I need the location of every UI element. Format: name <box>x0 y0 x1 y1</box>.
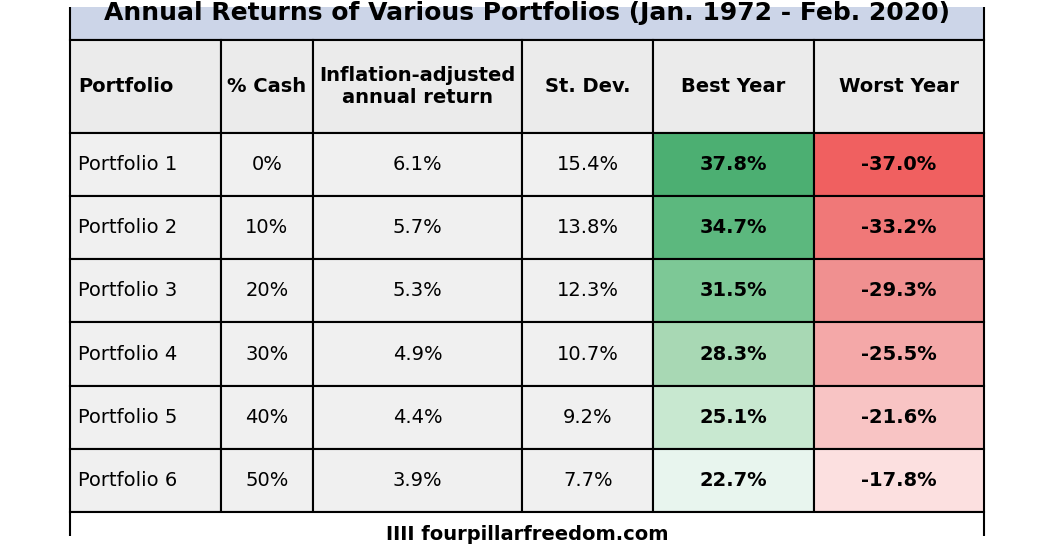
Text: 22.7%: 22.7% <box>700 471 767 490</box>
Bar <box>70 133 220 196</box>
Bar <box>522 449 653 512</box>
Text: -33.2%: -33.2% <box>861 218 937 237</box>
Text: -29.3%: -29.3% <box>861 281 937 300</box>
Text: 9.2%: 9.2% <box>563 408 612 427</box>
Text: 3.9%: 3.9% <box>393 471 443 490</box>
Text: 12.3%: 12.3% <box>557 281 619 300</box>
Text: Portfolio 1: Portfolio 1 <box>78 155 177 174</box>
Bar <box>70 259 220 323</box>
Text: -25.5%: -25.5% <box>861 344 937 363</box>
Text: 25.1%: 25.1% <box>700 408 767 427</box>
Bar <box>653 323 814 386</box>
Bar <box>814 133 984 196</box>
Text: Portfolio: Portfolio <box>78 77 173 96</box>
Bar <box>220 196 313 259</box>
Text: Worst Year: Worst Year <box>839 77 959 96</box>
Bar <box>814 259 984 323</box>
Bar <box>313 449 522 512</box>
Text: Portfolio 5: Portfolio 5 <box>78 408 177 427</box>
Bar <box>70 40 220 133</box>
Bar <box>522 386 653 449</box>
Bar <box>220 40 313 133</box>
Text: 50%: 50% <box>246 471 289 490</box>
Bar <box>70 196 220 259</box>
Text: 0%: 0% <box>252 155 282 174</box>
Bar <box>313 259 522 323</box>
Bar <box>522 323 653 386</box>
Text: 28.3%: 28.3% <box>700 344 767 363</box>
Text: 6.1%: 6.1% <box>393 155 443 174</box>
Text: St. Dev.: St. Dev. <box>545 77 630 96</box>
Bar <box>313 40 522 133</box>
Text: 10%: 10% <box>246 218 289 237</box>
Text: 40%: 40% <box>246 408 289 427</box>
Bar <box>220 323 313 386</box>
Text: Annual Returns of Various Portfolios (Jan. 1972 - Feb. 2020): Annual Returns of Various Portfolios (Ja… <box>104 2 950 26</box>
Bar <box>814 40 984 133</box>
Bar <box>653 196 814 259</box>
Text: 37.8%: 37.8% <box>700 155 767 174</box>
Text: 7.7%: 7.7% <box>563 471 612 490</box>
Text: 10.7%: 10.7% <box>557 344 619 363</box>
Bar <box>522 133 653 196</box>
Bar <box>522 259 653 323</box>
Text: Best Year: Best Year <box>682 77 785 96</box>
Bar <box>653 133 814 196</box>
Bar <box>220 386 313 449</box>
Bar <box>70 323 220 386</box>
Text: 34.7%: 34.7% <box>700 218 767 237</box>
Bar <box>70 449 220 512</box>
Text: -37.0%: -37.0% <box>861 155 937 174</box>
Text: Portfolio 2: Portfolio 2 <box>78 218 177 237</box>
Bar <box>522 196 653 259</box>
Bar <box>653 259 814 323</box>
Bar <box>313 386 522 449</box>
Text: Inflation-adjusted
annual return: Inflation-adjusted annual return <box>319 66 515 107</box>
Text: Portfolio 4: Portfolio 4 <box>78 344 177 363</box>
Text: 20%: 20% <box>246 281 289 300</box>
Bar <box>313 133 522 196</box>
Text: 4.9%: 4.9% <box>393 344 443 363</box>
Bar <box>313 196 522 259</box>
Bar <box>220 133 313 196</box>
Text: 4.4%: 4.4% <box>393 408 443 427</box>
Text: -21.6%: -21.6% <box>861 408 937 427</box>
Bar <box>522 40 653 133</box>
Text: 30%: 30% <box>246 344 289 363</box>
Text: Portfolio 3: Portfolio 3 <box>78 281 177 300</box>
Text: 5.7%: 5.7% <box>393 218 443 237</box>
Text: 31.5%: 31.5% <box>700 281 767 300</box>
Bar <box>70 0 984 40</box>
Bar <box>653 449 814 512</box>
Text: % Cash: % Cash <box>228 77 307 96</box>
Bar <box>814 386 984 449</box>
Text: 5.3%: 5.3% <box>393 281 443 300</box>
Bar <box>814 323 984 386</box>
Bar <box>70 386 220 449</box>
Bar <box>653 386 814 449</box>
Bar <box>220 449 313 512</box>
Text: Portfolio 6: Portfolio 6 <box>78 471 177 490</box>
Text: 15.4%: 15.4% <box>557 155 619 174</box>
Bar <box>814 449 984 512</box>
Bar <box>220 259 313 323</box>
Text: IIII fourpillarfreedom.com: IIII fourpillarfreedom.com <box>386 524 668 543</box>
Text: 13.8%: 13.8% <box>557 218 619 237</box>
Bar <box>814 196 984 259</box>
Bar <box>653 40 814 133</box>
Text: -17.8%: -17.8% <box>861 471 937 490</box>
Bar <box>313 323 522 386</box>
Bar <box>70 512 984 544</box>
